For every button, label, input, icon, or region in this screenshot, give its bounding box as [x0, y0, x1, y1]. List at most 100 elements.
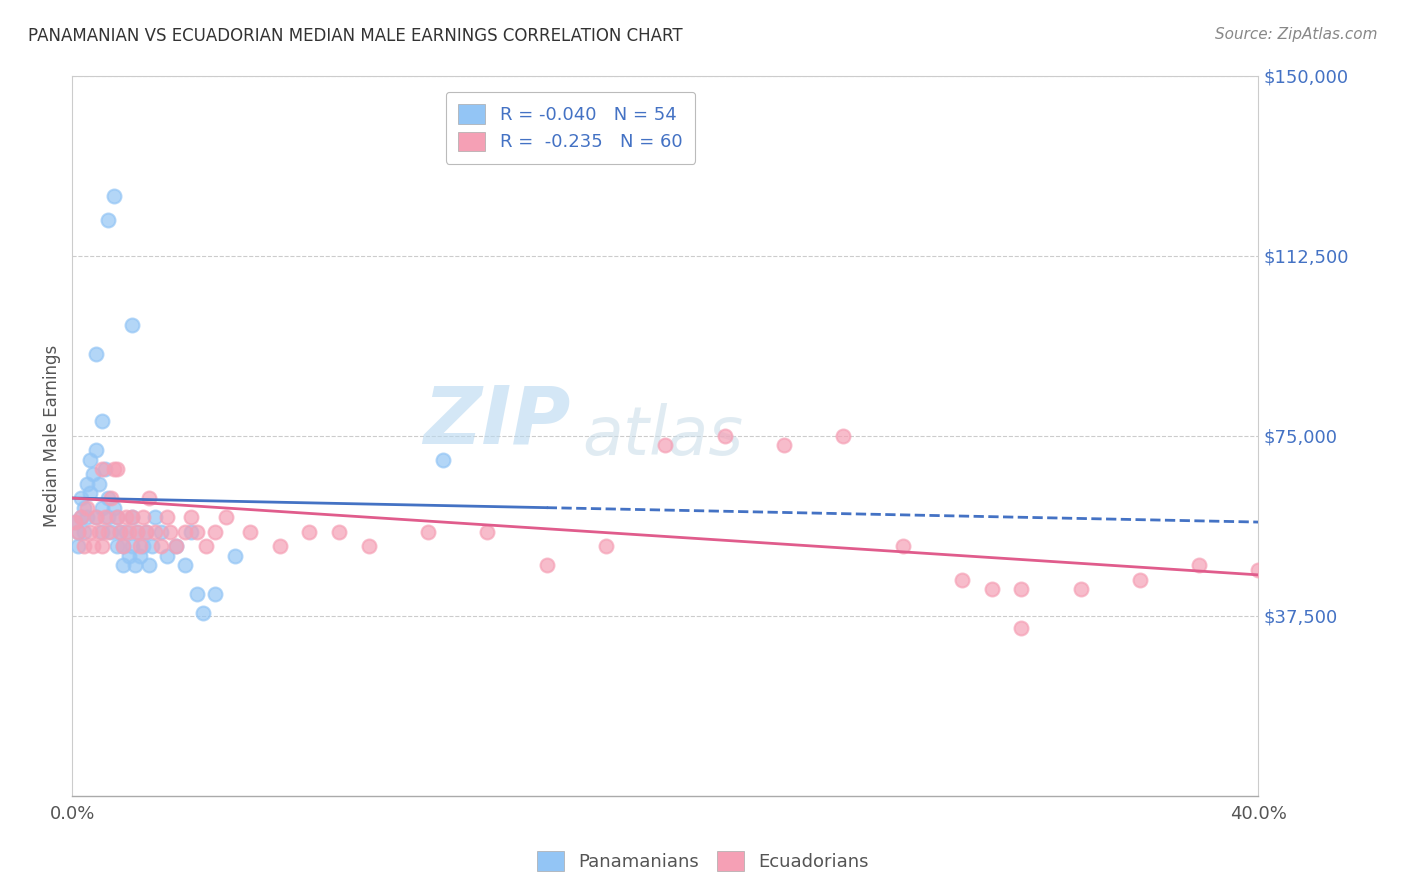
Point: [239, 524, 262, 539]
Text: atlas: atlas: [582, 402, 744, 468]
Point: [87, 524, 110, 539]
Point: [70, 510, 93, 524]
Point: [73, 539, 96, 553]
Point: [328, 524, 350, 539]
Point: [76, 500, 98, 515]
Point: [79, 452, 101, 467]
Text: Source: ZipAtlas.com: Source: ZipAtlas.com: [1215, 27, 1378, 42]
Point: [108, 524, 131, 539]
Point: [654, 438, 676, 452]
Point: [70, 510, 93, 524]
Point: [416, 524, 439, 539]
Point: [891, 539, 914, 553]
Point: [63, 515, 86, 529]
Point: [143, 524, 166, 539]
Point: [79, 486, 101, 500]
Point: [127, 524, 149, 539]
Point: [90, 524, 112, 539]
Point: [174, 524, 197, 539]
Point: [67, 524, 90, 539]
Point: [103, 462, 125, 476]
Point: [150, 539, 173, 553]
Point: [141, 539, 163, 553]
Point: [269, 539, 291, 553]
Point: [90, 500, 112, 515]
Point: [156, 549, 179, 563]
Point: [70, 491, 93, 505]
Point: [1010, 582, 1032, 597]
Point: [150, 524, 173, 539]
Point: [180, 524, 202, 539]
Point: [357, 539, 380, 553]
Point: [138, 558, 160, 573]
Point: [100, 491, 122, 505]
Point: [108, 524, 131, 539]
Point: [980, 582, 1002, 597]
Point: [1070, 582, 1092, 597]
Point: [132, 539, 155, 553]
Point: [97, 524, 120, 539]
Point: [105, 539, 128, 553]
Point: [82, 539, 104, 553]
Text: PANAMANIAN VS ECUADORIAN MEDIAN MALE EARNINGS CORRELATION CHART: PANAMANIAN VS ECUADORIAN MEDIAN MALE EAR…: [28, 27, 683, 45]
Point: [111, 558, 134, 573]
Point: [76, 476, 98, 491]
Point: [121, 318, 143, 333]
Point: [73, 500, 96, 515]
Point: [165, 539, 187, 553]
Point: [536, 558, 558, 573]
Point: [713, 428, 735, 442]
Point: [773, 438, 796, 452]
Point: [76, 510, 98, 524]
Point: [105, 462, 128, 476]
Point: [124, 558, 146, 573]
Point: [117, 549, 139, 563]
Point: [174, 558, 197, 573]
Point: [224, 549, 246, 563]
Point: [82, 467, 104, 481]
Point: [87, 476, 110, 491]
Point: [138, 491, 160, 505]
Point: [204, 587, 226, 601]
Point: [132, 510, 155, 524]
Point: [127, 524, 149, 539]
Point: [129, 539, 152, 553]
Point: [135, 524, 157, 539]
Point: [180, 510, 202, 524]
Point: [79, 524, 101, 539]
Point: [94, 510, 117, 524]
Point: [432, 452, 454, 467]
Point: [121, 510, 143, 524]
Point: [67, 539, 90, 553]
Point: [298, 524, 321, 539]
Point: [73, 524, 96, 539]
Point: [84, 510, 107, 524]
Point: [103, 188, 125, 202]
Point: [165, 539, 187, 553]
Point: [111, 539, 134, 553]
Point: [105, 510, 128, 524]
Point: [194, 539, 217, 553]
Point: [90, 414, 112, 428]
Point: [1129, 573, 1152, 587]
Point: [94, 462, 117, 476]
Point: [595, 539, 617, 553]
Point: [84, 443, 107, 458]
Legend: R = -0.040   N = 54, R =  -0.235   N = 60: R = -0.040 N = 54, R = -0.235 N = 60: [446, 92, 695, 164]
Point: [121, 539, 143, 553]
Point: [477, 524, 499, 539]
Point: [143, 510, 166, 524]
Legend: Panamanians, Ecuadorians: Panamanians, Ecuadorians: [530, 844, 876, 879]
Point: [186, 587, 208, 601]
Point: [950, 573, 973, 587]
Text: ZIP: ZIP: [423, 383, 571, 460]
Point: [90, 539, 112, 553]
Point: [1188, 558, 1211, 573]
Point: [121, 510, 143, 524]
Point: [1010, 621, 1032, 635]
Point: [832, 428, 855, 442]
Y-axis label: Median Male Earnings: Median Male Earnings: [44, 344, 60, 527]
Point: [114, 524, 136, 539]
Point: [117, 524, 139, 539]
Point: [97, 510, 120, 524]
